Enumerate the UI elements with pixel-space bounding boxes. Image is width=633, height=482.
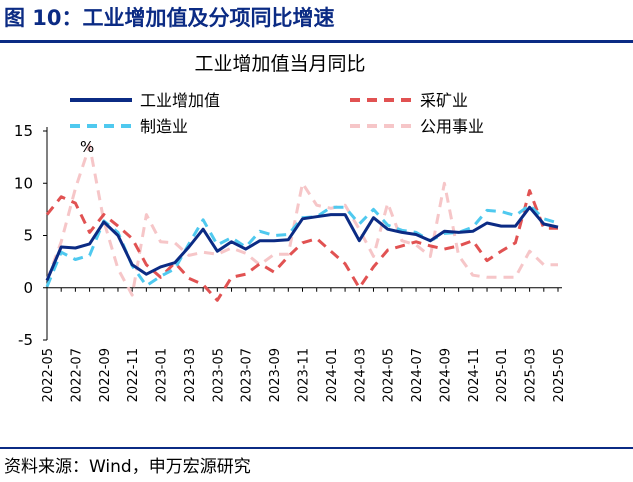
legend-label: 工业增加值 [140,91,220,110]
legend-label: 制造业 [140,117,188,136]
x-tick-label: 2022-05 [41,348,56,402]
x-tick-label: 2024-11 [467,348,482,402]
y-tick-label: 15 [14,122,33,140]
y-tick-label: 0 [23,279,33,297]
y-tick-label: 10 [14,174,33,192]
x-tick-label: 2022-11 [126,348,141,402]
x-tick-label: 2024-05 [382,348,397,402]
y-tick-label: 5 [23,227,33,245]
x-tick-label: 2023-07 [240,348,255,402]
x-tick-label: 2024-03 [353,348,368,402]
x-tick-label: 2022-07 [69,348,84,402]
y-unit-label: % [80,138,94,156]
series-line-2 [45,189,558,302]
chart-plot-area [45,144,559,302]
bottom-rule [0,447,633,449]
top-rule [0,40,633,43]
x-tick-label: 2023-01 [155,348,170,402]
legend-label: 公用事业 [420,117,484,136]
x-tick-label: 2023-11 [297,348,312,402]
x-tick-label: 2025-05 [552,348,567,402]
series-line-4 [45,144,558,297]
source-note: 资料来源：Wind，申万宏源研究 [4,457,251,477]
legend-label: 采矿业 [420,91,468,110]
chart-axes: -5 0 5 10 15 2022-05 2022-07 2022-09 2022-11 2023… [14,122,567,402]
x-tick-label: 2025-03 [524,348,539,402]
chart-title: 工业增加值当月同比 [194,53,365,75]
x-tick-label: 2024-09 [438,348,453,402]
y-tick-label: -5 [18,331,33,349]
x-tick-label: 2024-07 [410,348,425,402]
x-tick-label: 2024-01 [325,348,340,402]
x-tick-label: 2025-01 [495,348,510,402]
x-tick-label: 2023-09 [268,348,283,402]
series-line-1 [45,205,559,281]
x-tick-label: 2023-05 [211,348,226,402]
x-tick-label: 2023-03 [183,348,198,402]
x-tick-label: 2022-09 [98,348,113,402]
figure-title: 图 10：工业增加值及分项同比增速 [4,6,335,30]
